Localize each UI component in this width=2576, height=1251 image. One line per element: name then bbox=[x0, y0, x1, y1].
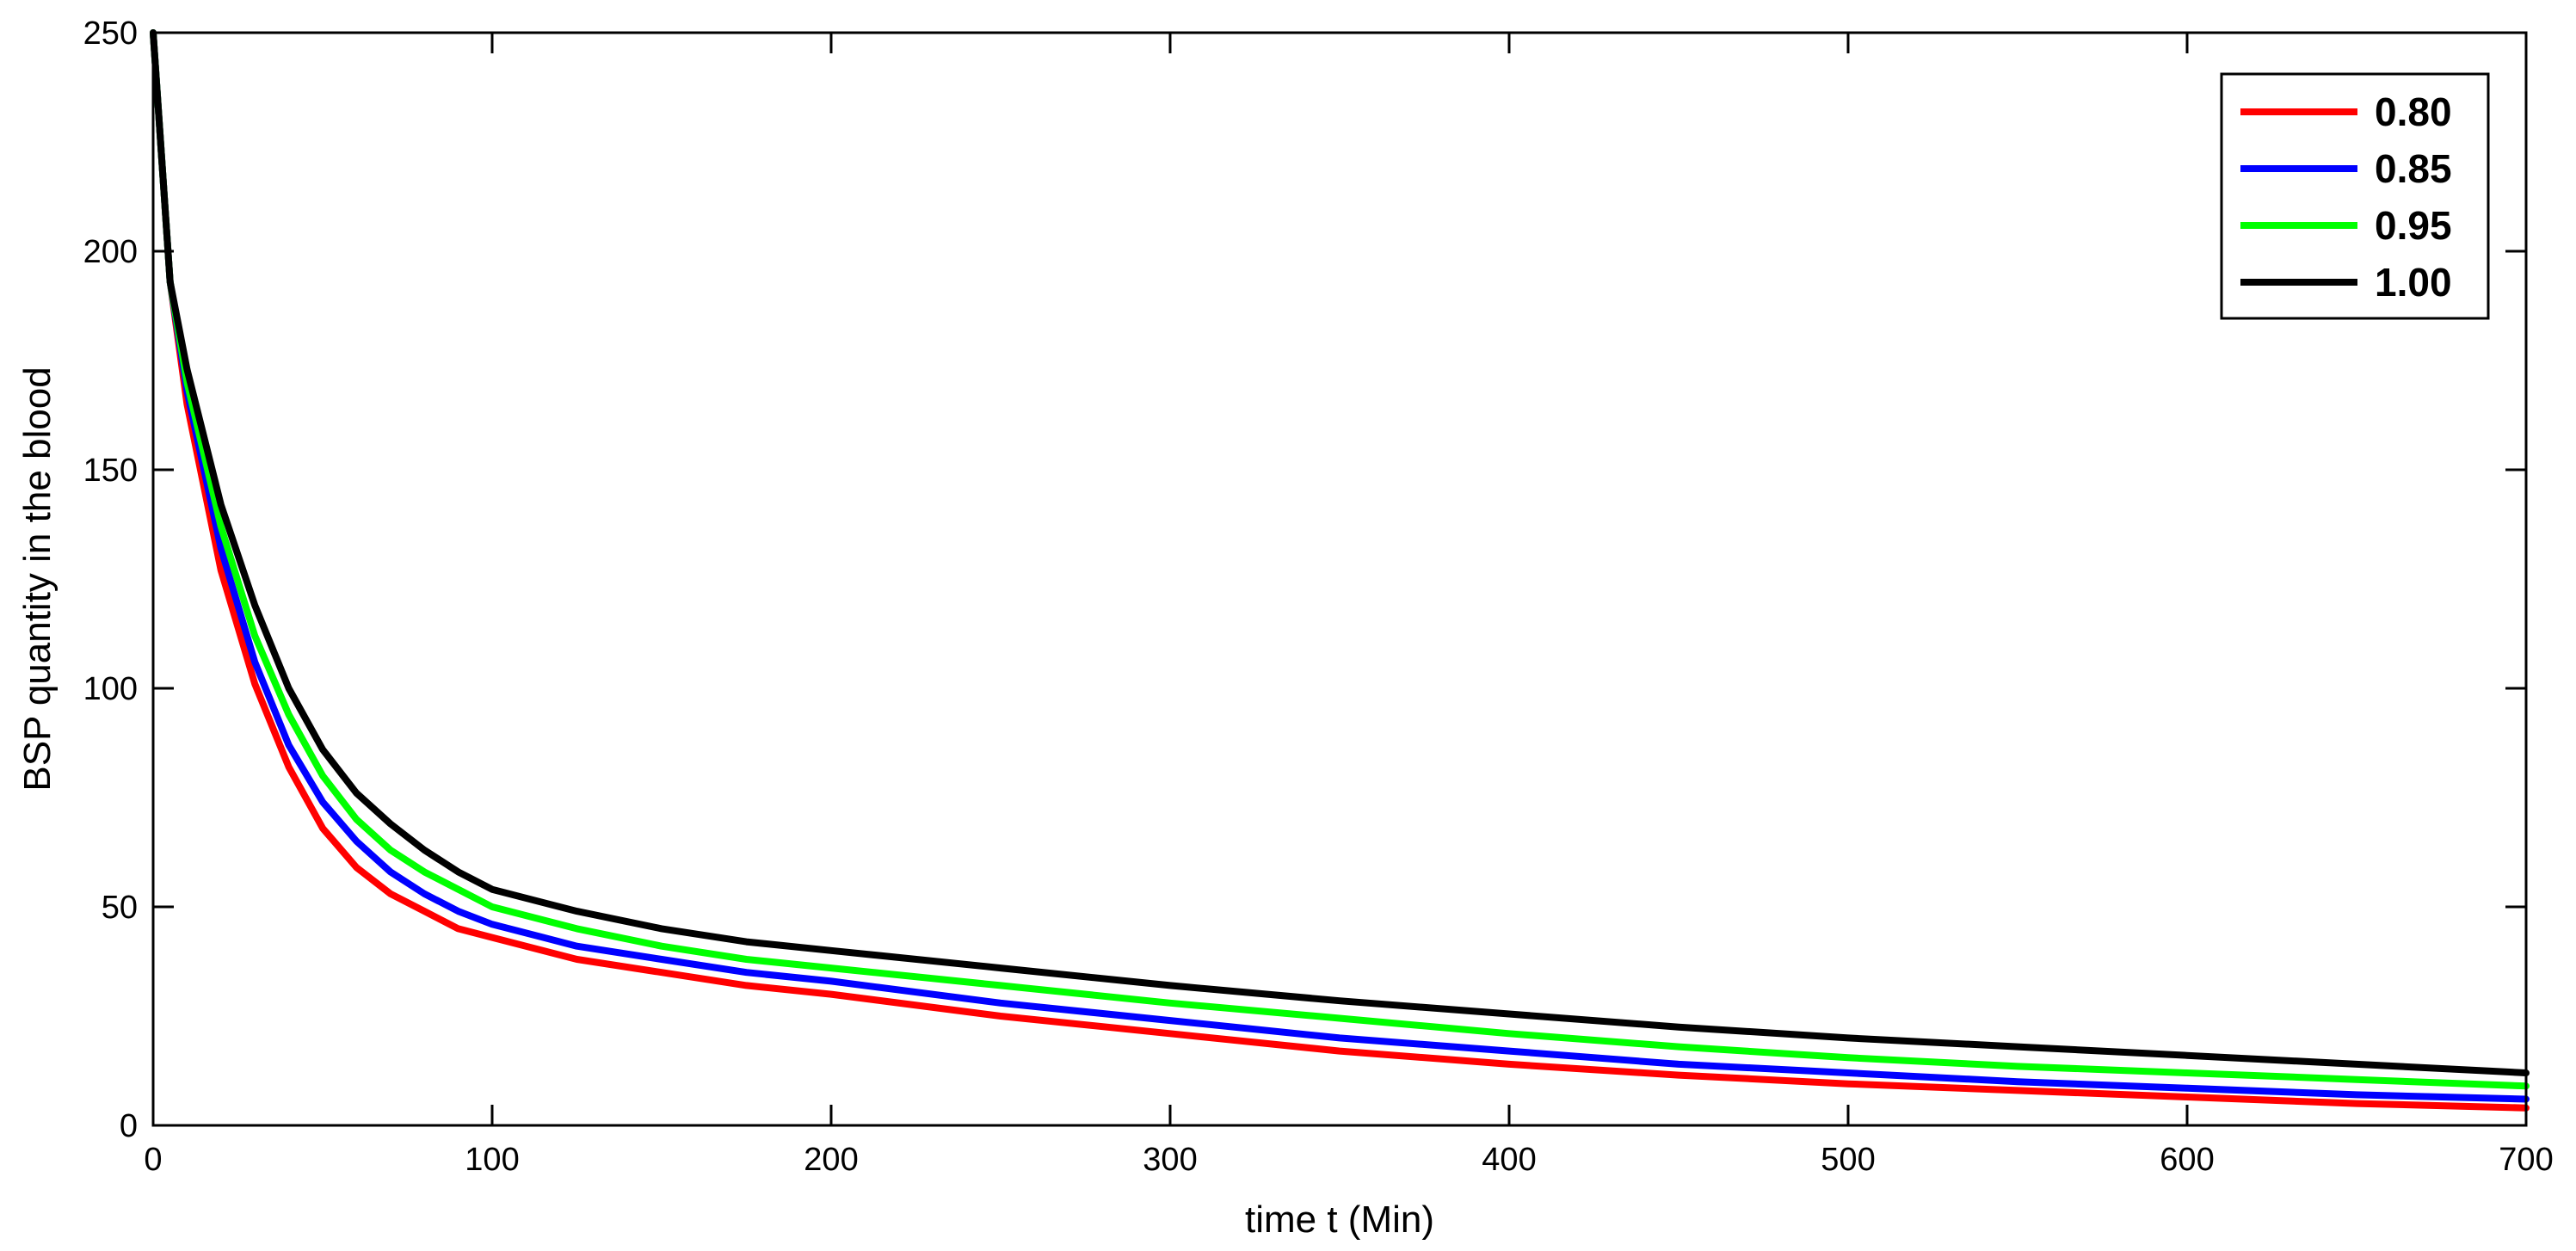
x-tick-label: 300 bbox=[1143, 1142, 1197, 1178]
x-axis-label: time t (Min) bbox=[1245, 1199, 1434, 1241]
x-tick-label: 600 bbox=[2160, 1142, 2214, 1178]
y-tick-label: 0 bbox=[120, 1108, 138, 1144]
x-tick-label: 100 bbox=[465, 1142, 519, 1178]
series-line-0 bbox=[150, 29, 2530, 1112]
series-layer bbox=[150, 29, 2530, 1112]
legend-label-0: 0.80 bbox=[2375, 89, 2452, 134]
x-tick-label: 200 bbox=[804, 1142, 858, 1178]
legend-label-2: 0.95 bbox=[2375, 203, 2452, 248]
series-line-3 bbox=[150, 29, 2530, 1076]
x-tick-label: 400 bbox=[1482, 1142, 1536, 1178]
plot-frame bbox=[151, 31, 2528, 1127]
series-line-1 bbox=[150, 29, 2530, 1103]
y-axis-label: BSP quantity in the blood bbox=[16, 367, 59, 791]
x-tick-label: 500 bbox=[1821, 1142, 1875, 1178]
legend-label-1: 0.85 bbox=[2375, 146, 2452, 191]
y-tick-label: 100 bbox=[83, 671, 138, 707]
y-tick-label: 250 bbox=[83, 15, 138, 52]
y-tick-label: 150 bbox=[83, 453, 138, 489]
series-line-2 bbox=[150, 29, 2530, 1090]
y-tick-label: 200 bbox=[83, 234, 138, 270]
x-tick-label: 700 bbox=[2499, 1142, 2553, 1178]
y-tick-label: 50 bbox=[102, 890, 138, 926]
legend: 0.80 0.85 0.95 1.00 bbox=[2220, 72, 2490, 320]
legend-label-3: 1.00 bbox=[2375, 260, 2452, 305]
tick-layer: 0 100 200 300 400 500 600 700 0 50 100 150 200 250 bbox=[83, 15, 2554, 1178]
x-tick-label: 0 bbox=[144, 1142, 162, 1178]
